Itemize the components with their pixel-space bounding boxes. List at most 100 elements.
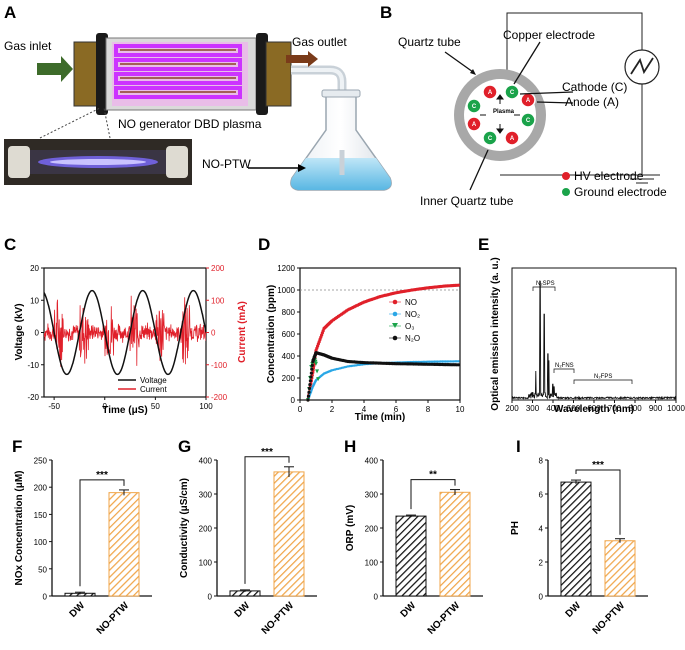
e-annotations: N₂SPS N₂FNS N₂FPS [532, 281, 633, 384]
d-point-N2O [309, 375, 313, 379]
gas-outlet-label: Gas outlet [292, 35, 347, 49]
svg-text:N₂FPS: N₂FPS [594, 374, 612, 380]
bar-ylabel: Conductivity (μS/cm) [179, 478, 190, 578]
d-ytick: 1200 [277, 264, 295, 273]
bar-ytick: 50 [38, 565, 47, 574]
svg-text:C: C [510, 90, 515, 96]
flask-icon [290, 89, 392, 191]
d-xtick: 0 [298, 405, 303, 414]
bar-ytick: 0 [208, 593, 213, 602]
c-xtick: -50 [48, 402, 60, 411]
bar-ytick: 200 [365, 525, 379, 534]
ptw-label: NO-PTW [202, 157, 251, 171]
bar-ytick: 250 [34, 457, 48, 466]
d-ytick: 200 [282, 374, 296, 383]
svg-text:N₂SPS: N₂SPS [536, 281, 555, 287]
generator-label: NO generator DBD plasma [118, 117, 262, 131]
e-ylabel: Optical emission intensity (a. u.) [490, 257, 501, 410]
e-xlabel: Wavelength (nm) [554, 404, 634, 415]
bar-ytick: 8 [539, 457, 544, 466]
significance-bracket [575, 469, 621, 535]
d-xtick: 8 [426, 405, 431, 414]
inner-quartz-tube [464, 79, 536, 151]
significance-bracket [244, 456, 290, 584]
d-point-O3 [315, 369, 320, 374]
c-legend: Voltage Current [118, 376, 167, 394]
svg-text:A: A [488, 90, 493, 96]
bar-ytick: 0 [374, 593, 379, 602]
bar-NO-PTW [604, 540, 636, 597]
e-xtick: 400 [546, 404, 560, 413]
gas-outlet-arrow-icon [286, 51, 318, 67]
panel-i: I 0 2 4 6 8 DW NO-PTW *** PH [510, 437, 648, 637]
e-xtick: 1000 [667, 404, 685, 413]
c-ylabel: Voltage (kV) [14, 303, 25, 360]
e-xtick: 700 [608, 404, 622, 413]
bar-ytick: 2 [539, 559, 544, 568]
bar-ytick: 4 [539, 525, 544, 534]
svg-text:C: C [472, 104, 477, 110]
panel-label-d: D [258, 235, 270, 254]
panel-b: B Plasma A C C [380, 3, 667, 208]
dbd-generator [73, 33, 292, 115]
bar-ytick: 200 [34, 484, 48, 493]
e-xtick: 300 [526, 404, 540, 413]
bar-xtick: DW [233, 600, 253, 620]
c-y2tick: 0 [211, 329, 216, 338]
anode-label: Anode (A) [565, 95, 619, 109]
d-point-N2O [310, 367, 314, 371]
bar-ytick: 300 [199, 491, 213, 500]
d-point-N2O [307, 390, 311, 394]
bar-ytick: 100 [34, 538, 48, 547]
d-ytick: 600 [282, 330, 296, 339]
significance-bracket [79, 479, 125, 587]
significance-stars: *** [261, 447, 273, 458]
bar-ytick: 150 [34, 511, 48, 520]
legend-voltage: Voltage [140, 376, 167, 385]
bar-ytick: 200 [199, 525, 213, 534]
significance-stars: ** [429, 470, 437, 481]
panel-label-e: E [478, 235, 489, 254]
ground-dot-icon [562, 188, 570, 196]
electrodes: A C C A A C C A [466, 84, 536, 146]
d-point-N2O [308, 379, 312, 383]
panel-label-h: H [344, 437, 356, 456]
bar-NO-PTW [108, 492, 140, 597]
svg-text:A: A [510, 136, 515, 142]
e-xtick: 200 [505, 404, 519, 413]
bar-DW [395, 515, 427, 597]
significance-stars: *** [592, 460, 604, 471]
d-point-N2O [306, 398, 310, 402]
bar-NO-PTW [273, 471, 305, 597]
c-y2tick: 200 [211, 264, 225, 273]
d-xtick: 6 [394, 405, 399, 414]
c-xtick: 0 [103, 402, 108, 411]
gas-inlet-label: Gas inlet [4, 39, 52, 53]
panel-h: H 0 100 200 300 400 DW NO-PTW ** ORP (mV) [344, 437, 483, 637]
d-legend-item: NO₂ [405, 310, 420, 319]
d-point-N2O [310, 363, 314, 367]
panel-d: D 0 2 4 6 8 10 0 200 400 600 800 1000 1200 Time (min… [258, 235, 465, 423]
c-y2tick: -100 [211, 361, 228, 370]
bar-ytick: 100 [365, 559, 379, 568]
bar-ylabel: PH [510, 521, 521, 535]
legend-current: Current [140, 385, 167, 394]
d-xtick: 4 [362, 405, 367, 414]
cathode-label: Cathode (C) [562, 80, 627, 94]
c-y2tick: -200 [211, 393, 228, 402]
significance-stars: *** [96, 470, 108, 481]
voltage-line [44, 289, 206, 376]
oes-spectrum-line [511, 280, 677, 401]
ac-source-icon [624, 49, 660, 85]
c-xlabel: Time (μS) [102, 405, 147, 416]
bar-NO-PTW [439, 491, 471, 597]
d-point-NO2 [457, 360, 460, 363]
panel-a: A Gas inlet [4, 3, 392, 191]
bar-xtick: DW [564, 600, 584, 620]
d-point-N2O [307, 386, 311, 390]
bar-ytick: 6 [539, 491, 544, 500]
panel-label-b: B [380, 3, 392, 22]
c-ytick: -20 [27, 393, 39, 402]
c-ytick: 10 [30, 296, 39, 305]
svg-text:N₂FNS: N₂FNS [555, 363, 574, 369]
